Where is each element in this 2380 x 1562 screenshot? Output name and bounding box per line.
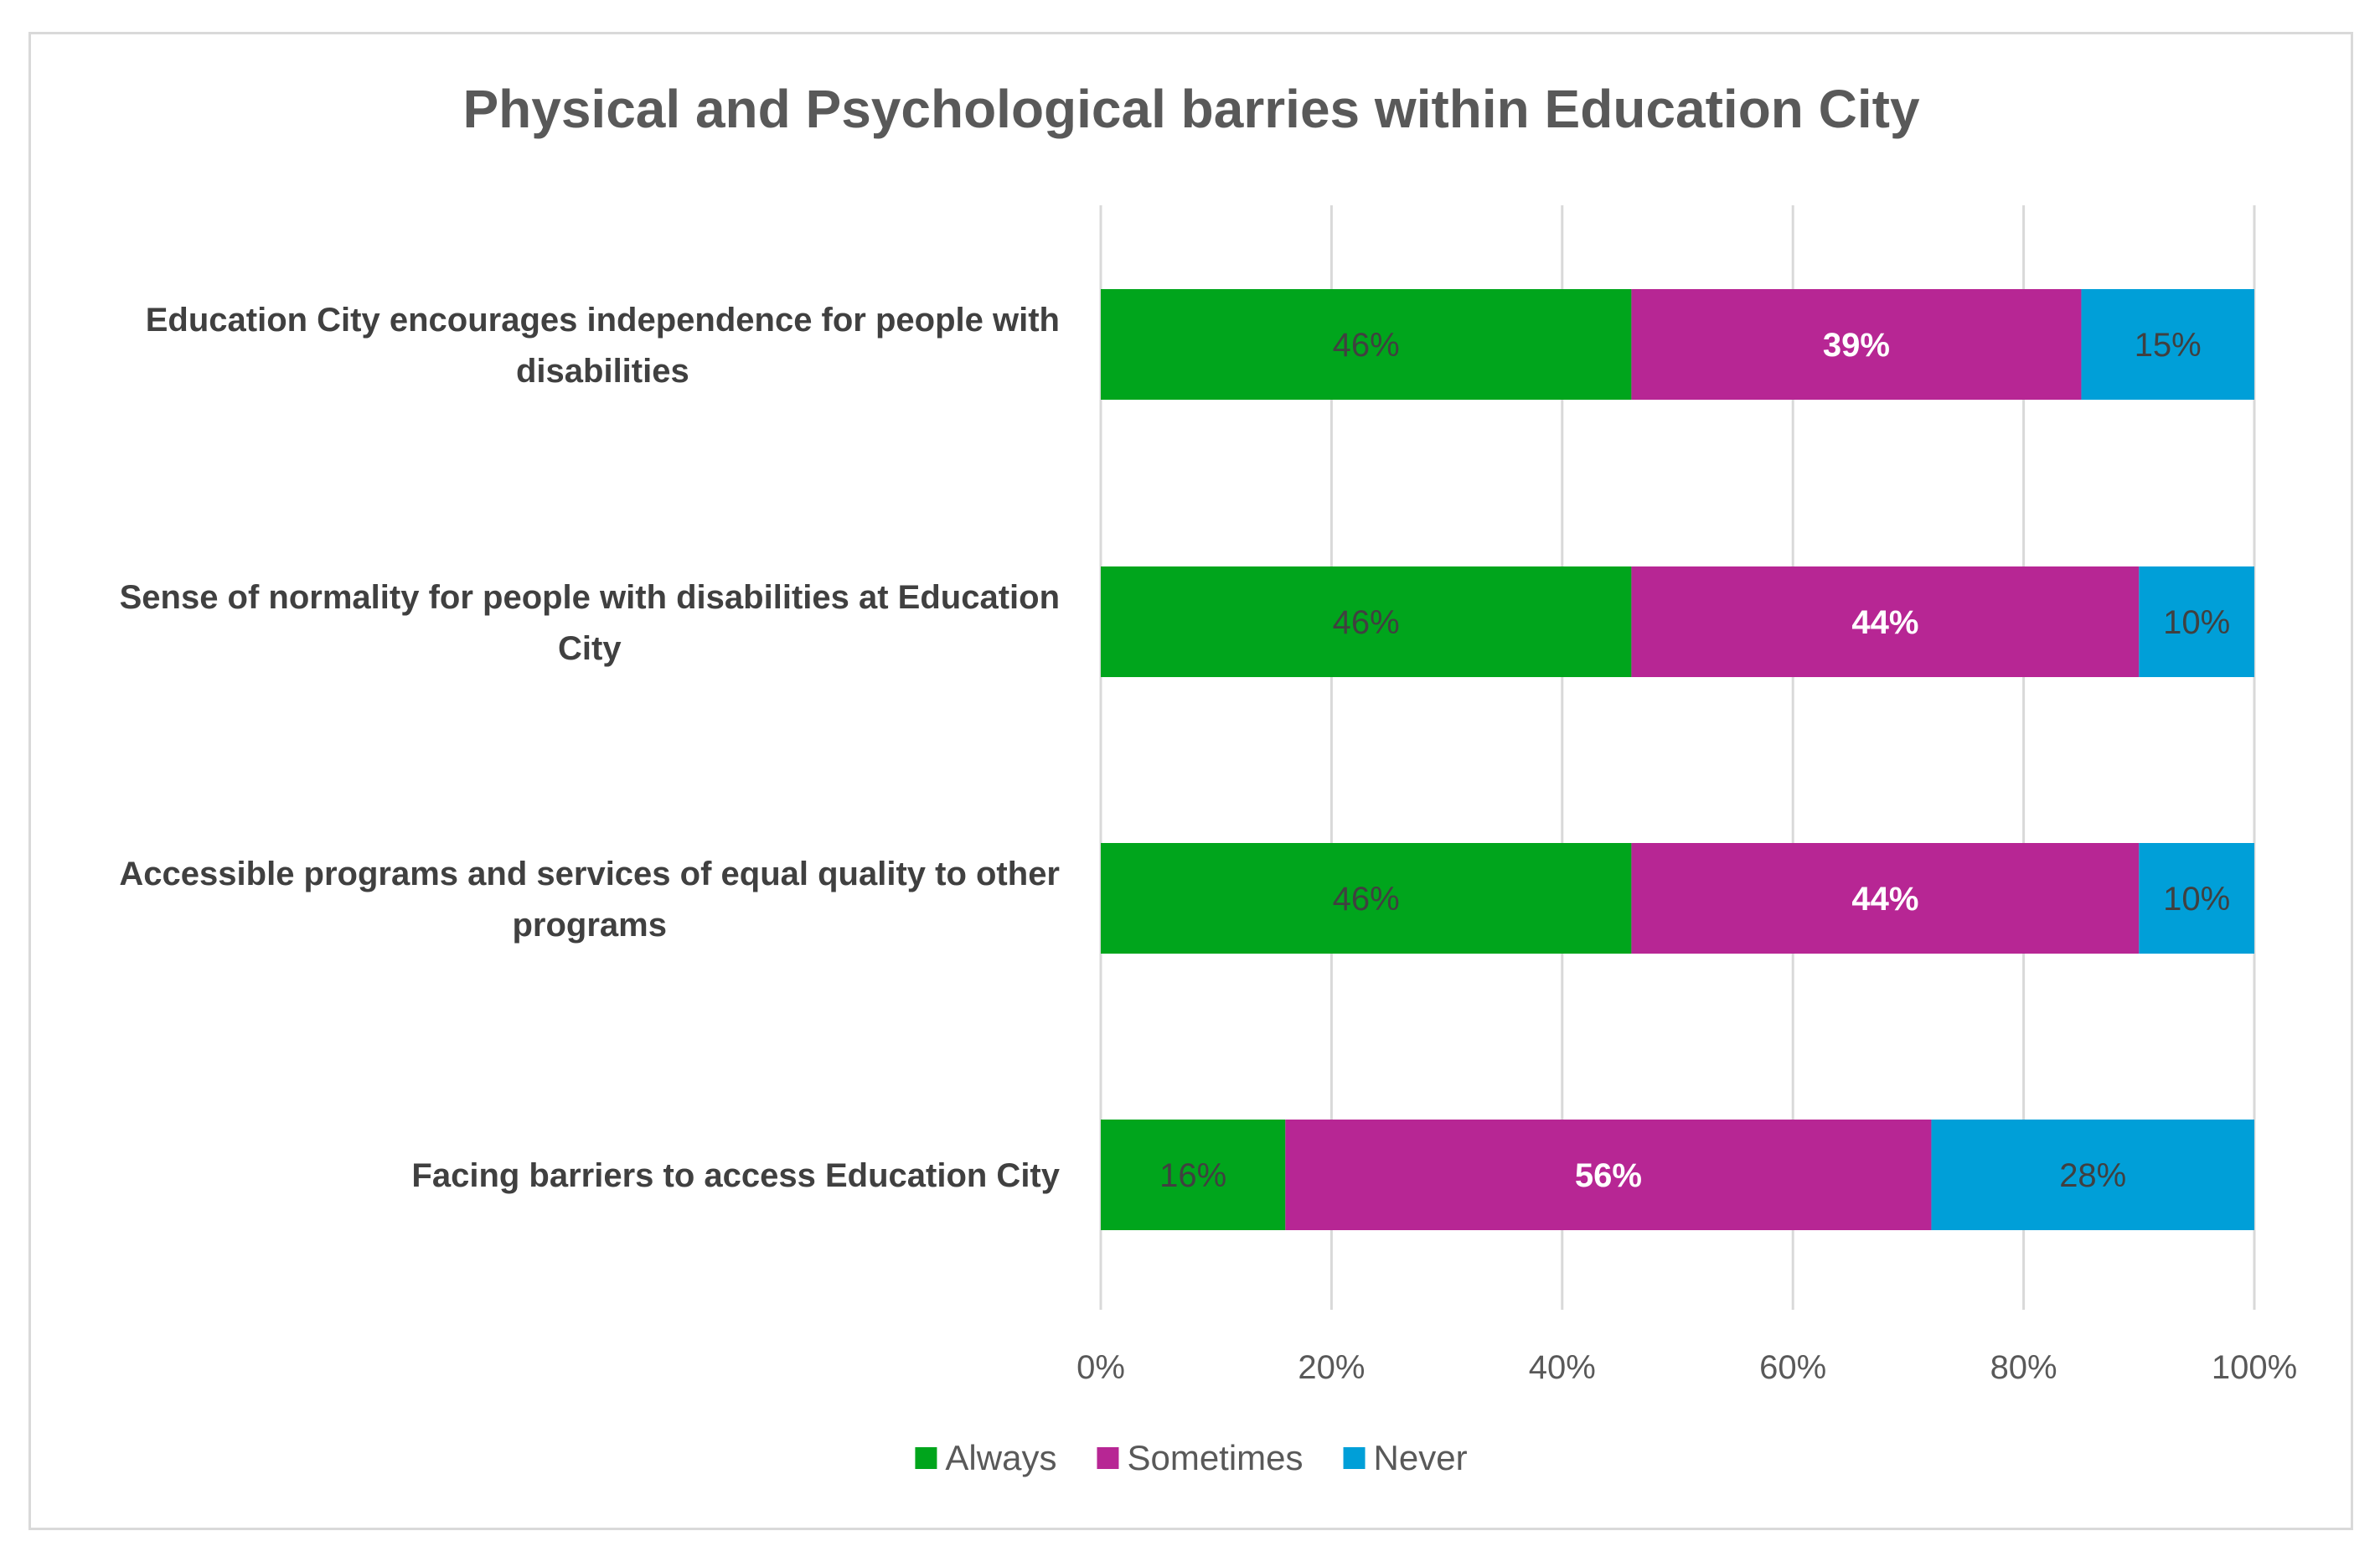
category-label: Accessible programs and services of equa… xyxy=(119,856,1060,892)
data-label: 46% xyxy=(1333,881,1400,918)
x-axis-ticks: 0% 20% 40% 60% 80% 100% xyxy=(1076,1349,2297,1386)
x-tick-label: 100% xyxy=(2212,1349,2297,1386)
legend-item-always: Always xyxy=(915,1438,1056,1477)
bar-segment-sometimes xyxy=(1285,1120,1932,1230)
x-tick-label: 40% xyxy=(1529,1349,1596,1386)
data-label: 10% xyxy=(2163,604,2230,641)
data-label: 44% xyxy=(1851,604,1918,641)
category-label: Facing barriers to access Education City xyxy=(411,1157,1060,1194)
category-label: Education City encourages independence f… xyxy=(146,302,1060,339)
legend-swatch xyxy=(915,1447,937,1469)
bar-segment-never xyxy=(2139,843,2254,954)
data-label: 46% xyxy=(1333,327,1400,364)
legend-swatch xyxy=(1343,1447,1366,1469)
legend-label: Sometimes xyxy=(1127,1438,1303,1477)
data-label: 28% xyxy=(2059,1157,2126,1194)
data-label: 56% xyxy=(1575,1157,1642,1194)
data-label: 39% xyxy=(1823,327,1890,364)
category-label: programs xyxy=(512,907,667,944)
bar-segment-never xyxy=(1931,1120,2254,1230)
x-tick-label: 0% xyxy=(1076,1349,1125,1386)
data-label: 10% xyxy=(2163,881,2230,918)
legend-item-never: Never xyxy=(1343,1438,1468,1477)
data-label: 46% xyxy=(1333,604,1400,641)
category-label: disabilities xyxy=(516,353,689,390)
data-label: 15% xyxy=(2135,327,2202,364)
legend: Always Sometimes Never xyxy=(915,1438,1468,1477)
chart-title: Physical and Psychological barries withi… xyxy=(462,79,1920,139)
bar-segment-sometimes xyxy=(1631,289,2082,400)
bar-segment-sometimes xyxy=(1631,843,2140,954)
legend-label: Never xyxy=(1374,1438,1468,1477)
x-tick-label: 20% xyxy=(1298,1349,1365,1386)
legend-label: Always xyxy=(945,1438,1056,1477)
legend-item-sometimes: Sometimes xyxy=(1097,1438,1304,1477)
x-tick-label: 80% xyxy=(1990,1349,2057,1386)
bars: 46% 39% 15% 46% 44% 10% 46% 44% 10% 16% 56% 28% xyxy=(1101,289,2254,1230)
legend-swatch xyxy=(1097,1447,1119,1469)
data-label: 16% xyxy=(1159,1157,1226,1194)
bar-segment-always xyxy=(1101,289,1632,400)
category-label: Sense of normality for people with disab… xyxy=(120,579,1060,616)
chart-frame xyxy=(28,32,2353,1530)
bar-segment-never xyxy=(2081,289,2254,400)
bar-segment-always xyxy=(1101,843,1632,954)
bar-segment-sometimes xyxy=(1631,566,2140,677)
category-labels: Education City encourages independence f… xyxy=(119,302,1060,1194)
bar-segment-always xyxy=(1101,566,1632,677)
x-tick-label: 60% xyxy=(1759,1349,1826,1386)
data-label: 44% xyxy=(1851,881,1918,918)
bar-segment-never xyxy=(2139,566,2254,677)
category-label: City xyxy=(558,630,622,667)
bar-segment-always xyxy=(1101,1120,1286,1230)
